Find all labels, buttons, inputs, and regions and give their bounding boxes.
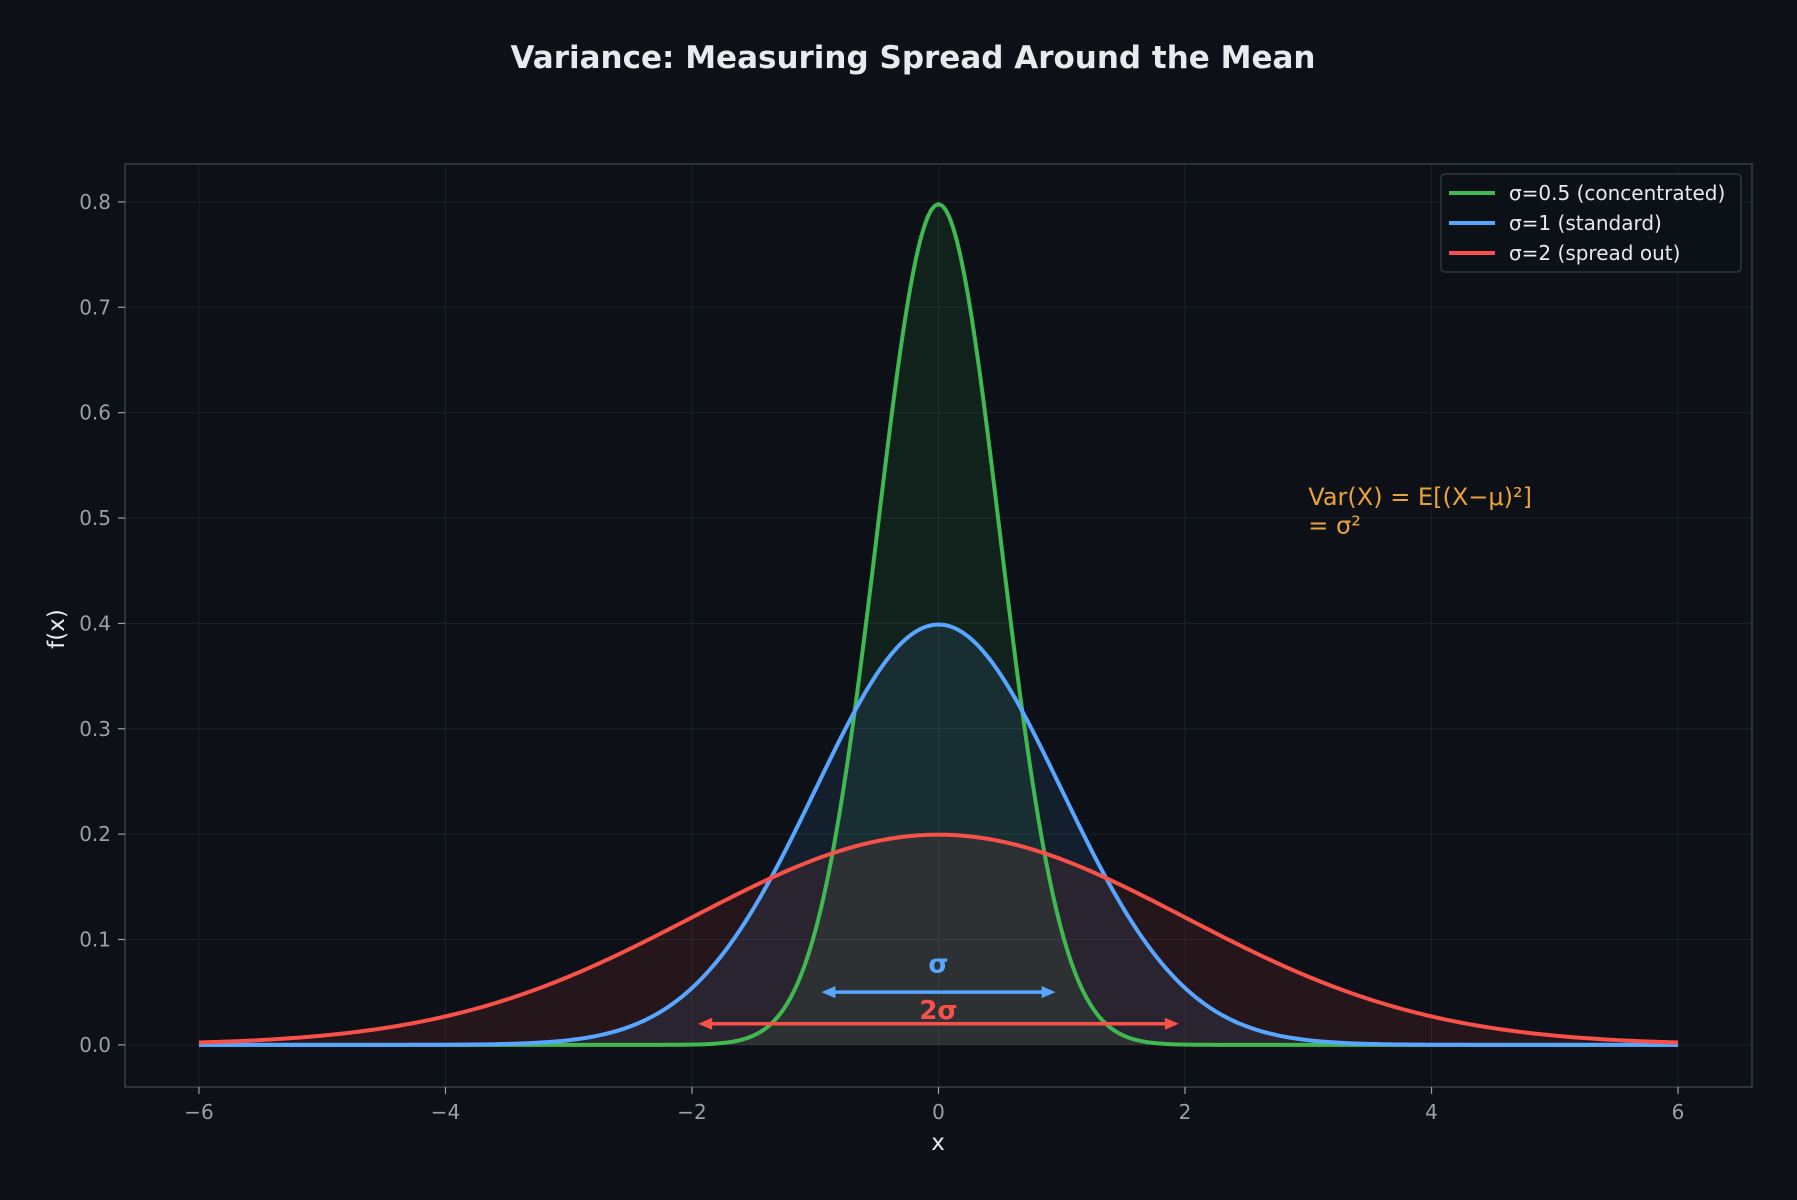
legend-label: σ=1 (standard) bbox=[1509, 211, 1662, 235]
y-tick-label: 0.7 bbox=[79, 295, 111, 319]
y-tick-label: 0.4 bbox=[79, 611, 111, 635]
curve-line-2 bbox=[198, 832, 1679, 1045]
x-axis-ticks: −6 −4 −2 0 2 4 6 bbox=[184, 1087, 1684, 1124]
annotation-text: = σ² bbox=[1308, 511, 1361, 539]
y-tick-label: 0.5 bbox=[79, 506, 111, 530]
spread-arrows: σ 2σ bbox=[698, 950, 1179, 1030]
legend-label: σ=2 (spread out) bbox=[1509, 241, 1680, 265]
arrow-label: 2σ bbox=[919, 996, 957, 1026]
x-axis-label: x bbox=[931, 1130, 945, 1156]
y-tick-label: 0.1 bbox=[79, 927, 111, 951]
legend-box bbox=[1440, 173, 1742, 273]
arrow-label: σ bbox=[928, 950, 948, 980]
y-axis-ticks: 0.0 0.1 0.2 0.3 0.4 0.5 0.6 0.7 0.8 bbox=[79, 190, 125, 1057]
y-tick-label: 0.3 bbox=[79, 717, 111, 741]
x-tick-label: −4 bbox=[431, 1100, 460, 1124]
legend-label: σ=0.5 (concentrated) bbox=[1509, 181, 1725, 205]
y-tick-label: 0.8 bbox=[79, 190, 111, 214]
chart-title: Variance: Measuring Spread Around the Me… bbox=[511, 40, 1316, 76]
y-tick-label: 0.0 bbox=[79, 1033, 111, 1057]
arrow-head-right bbox=[1164, 1017, 1179, 1030]
curve-line-1 bbox=[198, 622, 1679, 1047]
x-tick-label: −6 bbox=[184, 1100, 213, 1124]
legend: σ=0.5 (concentrated) σ=1 (standard) σ=2 (s… bbox=[1440, 173, 1742, 273]
formula-annotation: Var(X) = E[(X−μ)²]= σ² bbox=[1308, 483, 1532, 539]
curve-fill-2 bbox=[198, 834, 1679, 1045]
x-tick-label: 0 bbox=[932, 1100, 945, 1124]
arrow-head-left bbox=[821, 986, 836, 999]
x-tick-label: 2 bbox=[1179, 1100, 1192, 1124]
arrow-head-left bbox=[698, 1017, 713, 1030]
y-tick-label: 0.6 bbox=[79, 401, 111, 425]
x-tick-label: −2 bbox=[677, 1100, 706, 1124]
arrow-head-right bbox=[1041, 986, 1056, 999]
curves bbox=[198, 202, 1679, 1047]
y-axis-label: f(x) bbox=[44, 609, 70, 649]
x-tick-label: 4 bbox=[1425, 1100, 1438, 1124]
y-tick-label: 0.2 bbox=[79, 822, 111, 846]
x-tick-label: 6 bbox=[1672, 1100, 1685, 1124]
annotation-text: Var(X) = E[(X−μ)²] bbox=[1308, 483, 1532, 511]
